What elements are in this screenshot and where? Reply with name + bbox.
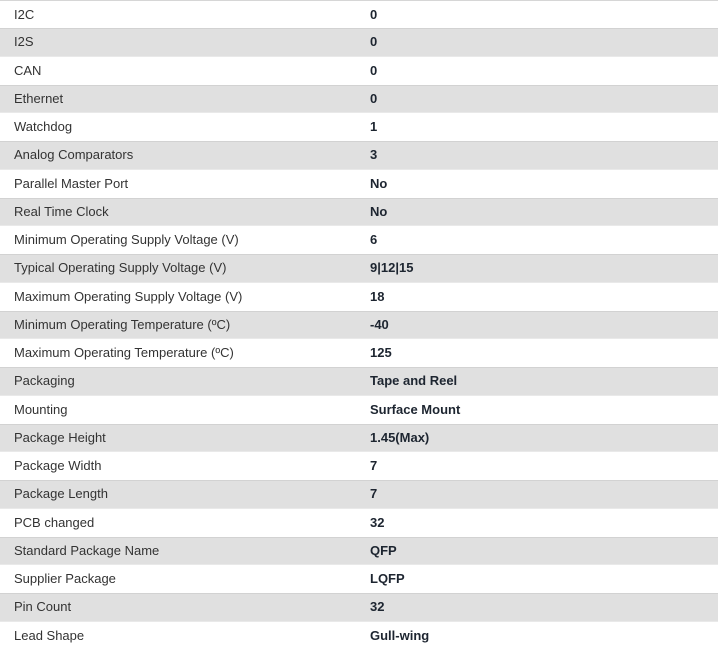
spec-value: 18	[370, 288, 385, 304]
spec-label: I2S	[14, 34, 34, 50]
spec-value: 125	[370, 345, 392, 361]
spec-label: Pin Count	[14, 599, 72, 615]
spec-value: 3	[370, 147, 378, 163]
spec-label: Minimum Operating Supply Voltage (V)	[14, 232, 239, 248]
spec-value: LQFP	[370, 571, 405, 587]
spec-value: QFP	[370, 542, 397, 558]
table-row: Parallel Master Port No	[0, 169, 718, 198]
spec-value: -40	[370, 316, 389, 332]
table-row: Supplier Package LQFP	[0, 565, 718, 594]
spec-label: Analog Comparators	[14, 147, 134, 163]
spec-label: Watchdog	[14, 119, 73, 135]
spec-value: 6	[370, 232, 378, 248]
spec-value: 0	[370, 62, 378, 78]
spec-value: 7	[370, 486, 378, 502]
spec-label: Minimum Operating Temperature (ºC)	[14, 316, 231, 332]
table-row: Maximum Operating Supply Voltage (V) 18	[0, 282, 718, 311]
spec-label: I2C	[14, 6, 35, 22]
spec-value: Tape and Reel	[370, 373, 458, 389]
spec-label: Maximum Operating Supply Voltage (V)	[14, 288, 243, 304]
spec-value: 1	[370, 119, 378, 135]
spec-label: PCB changed	[14, 514, 95, 530]
table-row: I2S 0	[0, 28, 718, 57]
spec-value: 9|12|15	[370, 260, 414, 276]
table-row: CAN 0	[0, 56, 718, 85]
spec-value: No	[370, 203, 388, 219]
table-row: Packaging Tape and Reel	[0, 367, 718, 396]
spec-value: 7	[370, 458, 378, 474]
spec-value: 32	[370, 599, 385, 615]
spec-value: No	[370, 175, 388, 191]
spec-label: CAN	[14, 62, 42, 78]
spec-value: 0	[370, 34, 378, 50]
table-row: Lead Shape Gull-wing	[0, 621, 718, 650]
spec-label: Maximum Operating Temperature (ºC)	[14, 345, 234, 361]
spec-value: 0	[370, 90, 378, 106]
table-row: Analog Comparators 3	[0, 141, 718, 170]
table-row: Package Width 7	[0, 452, 718, 481]
spec-label: Package Width	[14, 458, 102, 474]
spec-value: 0	[370, 6, 378, 22]
spec-label: Ethernet	[14, 90, 64, 106]
table-row: Typical Operating Supply Voltage (V) 9|1…	[0, 254, 718, 283]
spec-label: Mounting	[14, 401, 68, 417]
table-row: Minimum Operating Temperature (ºC) -40	[0, 310, 718, 339]
table-row: I2C 0	[0, 0, 718, 29]
spec-label: Package Length	[14, 486, 108, 502]
table-row: Pin Count 32	[0, 593, 718, 622]
table-row: Mounting Surface Mount	[0, 395, 718, 424]
table-row: Package Height 1.45(Max)	[0, 423, 718, 452]
table-row: Ethernet 0	[0, 84, 718, 113]
table-row: Minimum Operating Supply Voltage (V) 6	[0, 226, 718, 255]
spec-label: Typical Operating Supply Voltage (V)	[14, 260, 227, 276]
table-row: PCB changed 32	[0, 508, 718, 537]
spec-label: Package Height	[14, 429, 106, 445]
spec-label: Real Time Clock	[14, 203, 109, 219]
spec-label: Parallel Master Port	[14, 175, 129, 191]
spec-value: 1.45(Max)	[370, 429, 430, 445]
table-row: Package Length 7	[0, 480, 718, 509]
table-row: Standard Package Name QFP	[0, 536, 718, 565]
spec-label: Standard Package Name	[14, 542, 160, 558]
table-row: Maximum Operating Temperature (ºC) 125	[0, 339, 718, 368]
table-row: Watchdog 1	[0, 113, 718, 142]
table-row: Real Time Clock No	[0, 197, 718, 226]
spec-label: Supplier Package	[14, 571, 116, 587]
spec-label: Lead Shape	[14, 627, 85, 643]
spec-value: 32	[370, 514, 385, 530]
spec-value: Surface Mount	[370, 401, 461, 417]
spec-label: Packaging	[14, 373, 75, 389]
spec-value: Gull-wing	[370, 627, 430, 643]
